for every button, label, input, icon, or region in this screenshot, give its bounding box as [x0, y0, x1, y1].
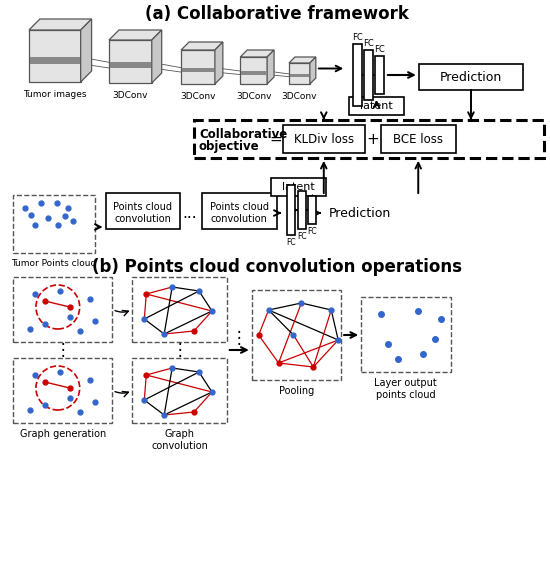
Bar: [299, 191, 306, 229]
Text: FC: FC: [307, 227, 317, 236]
Text: Graph generation: Graph generation: [20, 429, 106, 439]
Bar: [381, 125, 455, 153]
Polygon shape: [240, 50, 274, 57]
Polygon shape: [267, 50, 274, 84]
Bar: [290, 74, 309, 77]
Text: BCE loss: BCE loss: [393, 132, 443, 145]
Text: Prediction: Prediction: [440, 70, 502, 83]
Text: ⋮: ⋮: [171, 341, 188, 359]
Text: Layer output
points cloud: Layer output points cloud: [375, 378, 437, 400]
Polygon shape: [29, 19, 92, 30]
Text: Points cloud
convolution: Points cloud convolution: [113, 202, 172, 224]
Polygon shape: [152, 30, 162, 83]
Bar: [13, 277, 113, 342]
Bar: [252, 290, 341, 380]
Text: Pooling: Pooling: [279, 386, 314, 396]
Bar: [349, 97, 404, 115]
Text: Points cloud
convolution: Points cloud convolution: [210, 202, 269, 224]
Bar: [361, 297, 450, 372]
Bar: [181, 50, 215, 84]
Bar: [106, 193, 180, 229]
Bar: [353, 44, 362, 106]
Polygon shape: [289, 57, 316, 63]
Text: Prediction: Prediction: [328, 207, 390, 219]
Polygon shape: [81, 19, 92, 82]
Text: FC: FC: [287, 238, 296, 247]
Text: Graph
convolution: Graph convolution: [151, 429, 208, 450]
Text: 3DConv: 3DConv: [282, 92, 317, 101]
Text: Tumor Points cloud: Tumor Points cloud: [11, 259, 96, 268]
Bar: [30, 57, 80, 64]
Bar: [241, 71, 266, 74]
Text: Tumor images: Tumor images: [23, 90, 86, 99]
Bar: [133, 277, 227, 342]
Bar: [133, 358, 227, 423]
Bar: [202, 193, 277, 229]
Bar: [283, 125, 365, 153]
Text: FC: FC: [298, 232, 307, 241]
Polygon shape: [109, 30, 162, 40]
Polygon shape: [310, 57, 316, 84]
Bar: [13, 195, 95, 253]
Bar: [309, 196, 316, 224]
Text: FC: FC: [363, 39, 374, 48]
Text: KLDiv loss: KLDiv loss: [294, 132, 354, 145]
Polygon shape: [181, 42, 223, 50]
Bar: [240, 57, 267, 84]
Text: 3DConv: 3DConv: [236, 92, 272, 101]
Bar: [375, 56, 384, 94]
Text: latent: latent: [360, 101, 393, 111]
Text: ...: ...: [183, 206, 197, 220]
Bar: [13, 358, 113, 423]
Text: (a) Collaborative framework: (a) Collaborative framework: [145, 5, 409, 23]
Bar: [109, 40, 152, 83]
Bar: [110, 62, 151, 68]
Text: latent: latent: [282, 182, 315, 192]
Bar: [29, 30, 81, 82]
Text: objective: objective: [199, 140, 260, 152]
Bar: [182, 68, 214, 72]
Polygon shape: [215, 42, 223, 84]
Text: Collaborative: Collaborative: [199, 127, 287, 140]
Bar: [194, 120, 544, 158]
Text: 3DConv: 3DConv: [180, 92, 216, 101]
Text: FC: FC: [352, 33, 363, 42]
Text: 3DConv: 3DConv: [113, 91, 148, 100]
Bar: [288, 185, 295, 235]
Bar: [271, 178, 326, 196]
Bar: [289, 63, 310, 84]
Text: FC: FC: [374, 45, 385, 54]
Bar: [419, 64, 523, 90]
Text: ⋮: ⋮: [54, 341, 71, 359]
Text: +: +: [367, 132, 380, 147]
Text: ⋮: ⋮: [231, 329, 248, 347]
Text: (b) Points cloud convolution operations: (b) Points cloud convolution operations: [91, 258, 461, 276]
Text: =: =: [269, 132, 282, 147]
Bar: [364, 50, 373, 100]
